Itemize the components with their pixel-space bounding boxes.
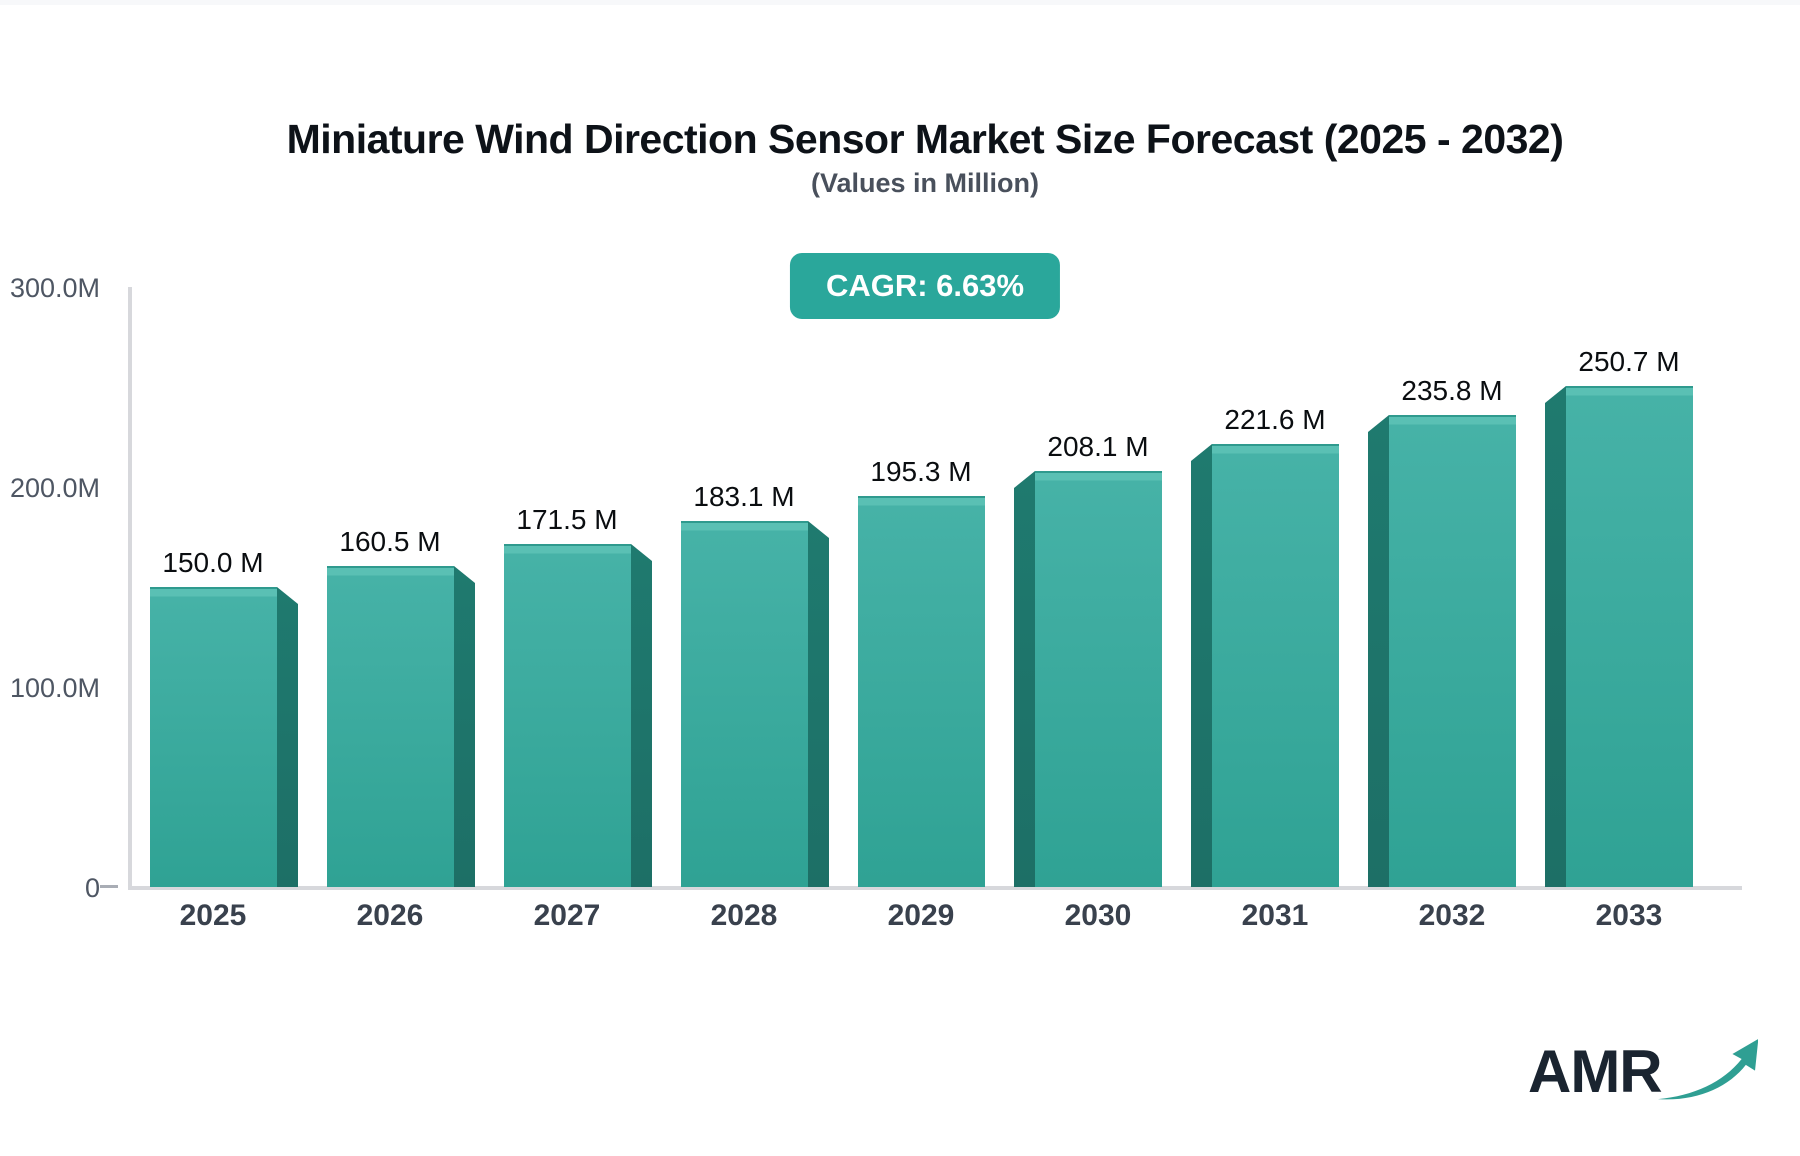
cagr-badge: CAGR: 6.63% — [789, 253, 1061, 319]
y-axis-tick-label: 300.0M — [9, 273, 100, 303]
x-axis-year-label: 2033 — [1595, 899, 1663, 932]
brand-text: AMR — [1528, 1038, 1663, 1105]
bar-2028 — [681, 521, 808, 887]
bar-2033-side-face — [1545, 386, 1566, 887]
bar-2029 — [858, 496, 985, 887]
bar-value-label: 250.7 M — [1578, 346, 1680, 377]
x-axis-baseline — [128, 886, 1742, 890]
x-axis-year-label: 2031 — [1241, 899, 1309, 932]
x-axis-year-label: 2025 — [179, 899, 247, 932]
brand-logo: AMR — [1528, 1032, 1758, 1112]
bar-2032-side-face — [1368, 415, 1389, 887]
x-axis-year-label: 2029 — [887, 899, 955, 932]
bar-2025 — [150, 587, 277, 887]
bar-value-label: 235.8 M — [1401, 375, 1503, 406]
y-axis-tick-label: 100.0M — [9, 673, 100, 703]
y-axis-line — [128, 287, 132, 888]
bar-value-label: 221.6 M — [1224, 404, 1326, 435]
bar-value-label: 208.1 M — [1047, 431, 1149, 462]
bar-2027-side-face — [631, 544, 652, 887]
brand-growth-arrow-icon — [1657, 1038, 1758, 1100]
chart-subtitle: (Values in Million) — [810, 168, 1040, 198]
zero-tick-mark — [100, 885, 118, 888]
bar-2028-side-face — [808, 521, 829, 887]
chart-title: Miniature Wind Direction Sensor Market S… — [286, 116, 1564, 162]
bar-2025-side-face — [277, 587, 298, 887]
bar-2033 — [1566, 386, 1693, 887]
bar-2026-side-face — [454, 566, 475, 887]
x-axis-year-label: 2032 — [1418, 899, 1486, 932]
bar-value-label: 171.5 M — [516, 504, 618, 535]
bar-2026 — [327, 566, 454, 887]
bar-2031 — [1212, 444, 1339, 887]
page-top-strip — [0, 0, 1800, 5]
bar-2030-side-face — [1014, 471, 1035, 887]
bar-value-label: 195.3 M — [870, 456, 972, 487]
x-axis-year-label: 2027 — [533, 899, 601, 932]
x-axis-year-label: 2030 — [1064, 899, 1132, 932]
bar-value-label: 150.0 M — [162, 547, 264, 578]
bar-2027 — [504, 544, 631, 887]
x-axis-year-label: 2026 — [356, 899, 424, 932]
y-axis-tick-label: 0 — [84, 873, 100, 903]
bar-value-label: 160.5 M — [339, 526, 441, 557]
x-axis-year-label: 2028 — [710, 899, 778, 932]
bar-2032 — [1389, 415, 1516, 887]
bar-2031-side-face — [1191, 444, 1212, 887]
bar-2030 — [1035, 471, 1162, 887]
bar-value-label: 183.1 M — [693, 481, 795, 512]
y-axis-tick-label: 200.0M — [9, 473, 100, 503]
